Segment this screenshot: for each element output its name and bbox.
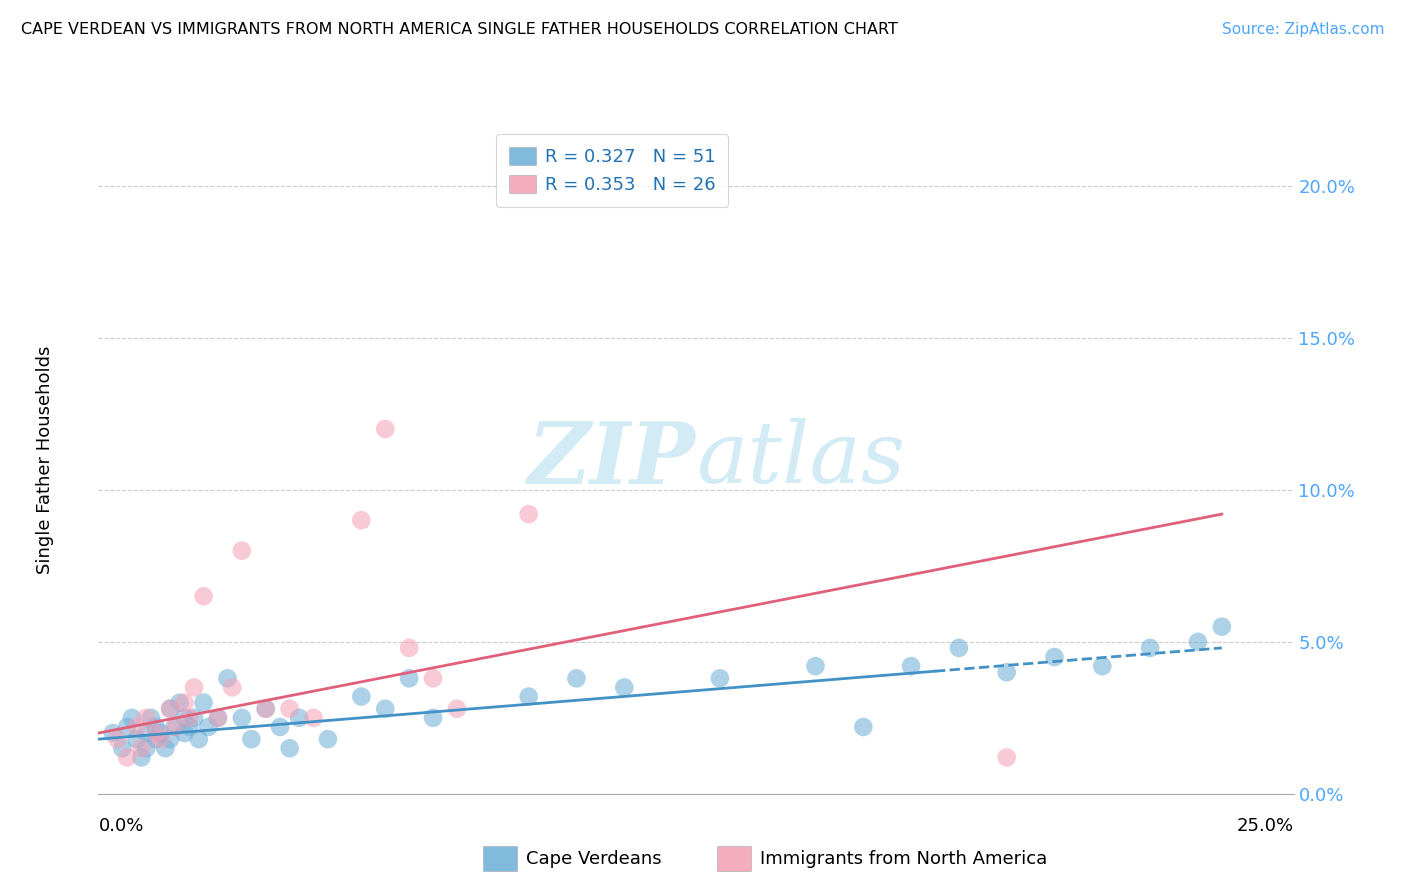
Point	[422, 711, 444, 725]
Point	[173, 696, 195, 710]
Point	[398, 671, 420, 685]
Point	[115, 750, 138, 764]
Point	[145, 726, 167, 740]
Bar	[717, 847, 751, 871]
Point	[135, 741, 157, 756]
Point	[125, 720, 148, 734]
Point	[517, 507, 540, 521]
Point	[254, 702, 277, 716]
Point	[221, 681, 243, 695]
Point	[374, 422, 396, 436]
Point	[135, 726, 157, 740]
Point	[163, 720, 186, 734]
Point	[173, 711, 195, 725]
Point	[163, 720, 186, 734]
Point	[302, 711, 325, 725]
Point	[179, 711, 201, 725]
Bar	[484, 847, 516, 871]
Text: Cape Verdeans: Cape Verdeans	[526, 849, 662, 868]
Point	[217, 671, 239, 685]
Point	[107, 732, 129, 747]
Point	[240, 732, 263, 747]
Point	[145, 720, 167, 734]
Point	[948, 640, 970, 655]
Point	[145, 732, 167, 747]
Point	[207, 711, 229, 725]
Point	[1043, 650, 1066, 665]
Point	[125, 732, 148, 747]
Point	[1091, 659, 1114, 673]
Point	[155, 741, 177, 756]
Point	[187, 732, 209, 747]
Point	[149, 726, 172, 740]
Point	[517, 690, 540, 704]
Point	[179, 720, 201, 734]
Point	[278, 741, 301, 756]
Text: atlas: atlas	[696, 418, 905, 500]
Point	[900, 659, 922, 673]
Point	[149, 732, 172, 747]
Point	[316, 732, 339, 747]
Point	[135, 711, 157, 725]
Point	[139, 711, 162, 725]
Point	[131, 750, 153, 764]
Point	[288, 711, 311, 725]
Point	[350, 513, 373, 527]
Point	[111, 741, 134, 756]
Point	[207, 711, 229, 725]
Point	[1187, 635, 1209, 649]
Point	[231, 543, 253, 558]
Point	[131, 741, 153, 756]
Point	[804, 659, 827, 673]
Point	[398, 640, 420, 655]
Point	[709, 671, 731, 685]
Point	[121, 711, 143, 725]
Text: Immigrants from North America: Immigrants from North America	[761, 849, 1047, 868]
Point	[852, 720, 875, 734]
Point	[169, 696, 191, 710]
Point	[613, 681, 636, 695]
Point	[197, 720, 219, 734]
Point	[159, 702, 181, 716]
Point	[565, 671, 588, 685]
Text: Single Father Households: Single Father Households	[35, 345, 53, 574]
Legend: R = 0.327   N = 51, R = 0.353   N = 26: R = 0.327 N = 51, R = 0.353 N = 26	[496, 134, 728, 207]
Point	[350, 690, 373, 704]
Point	[995, 750, 1018, 764]
Text: CAPE VERDEAN VS IMMIGRANTS FROM NORTH AMERICA SINGLE FATHER HOUSEHOLDS CORRELATI: CAPE VERDEAN VS IMMIGRANTS FROM NORTH AM…	[21, 22, 898, 37]
Text: 0.0%: 0.0%	[98, 817, 143, 835]
Point	[995, 665, 1018, 680]
Text: Source: ZipAtlas.com: Source: ZipAtlas.com	[1222, 22, 1385, 37]
Point	[193, 696, 215, 710]
Point	[446, 702, 468, 716]
Point	[159, 732, 181, 747]
Point	[183, 711, 205, 725]
Point	[173, 726, 195, 740]
Point	[115, 720, 138, 734]
Point	[183, 681, 205, 695]
Point	[374, 702, 396, 716]
Point	[1139, 640, 1161, 655]
Point	[254, 702, 277, 716]
Point	[278, 702, 301, 716]
Point	[101, 726, 124, 740]
Point	[269, 720, 291, 734]
Point	[193, 589, 215, 603]
Point	[1211, 619, 1233, 633]
Text: 25.0%: 25.0%	[1236, 817, 1294, 835]
Text: ZIP: ZIP	[529, 417, 696, 501]
Point	[422, 671, 444, 685]
Point	[231, 711, 253, 725]
Point	[159, 702, 181, 716]
